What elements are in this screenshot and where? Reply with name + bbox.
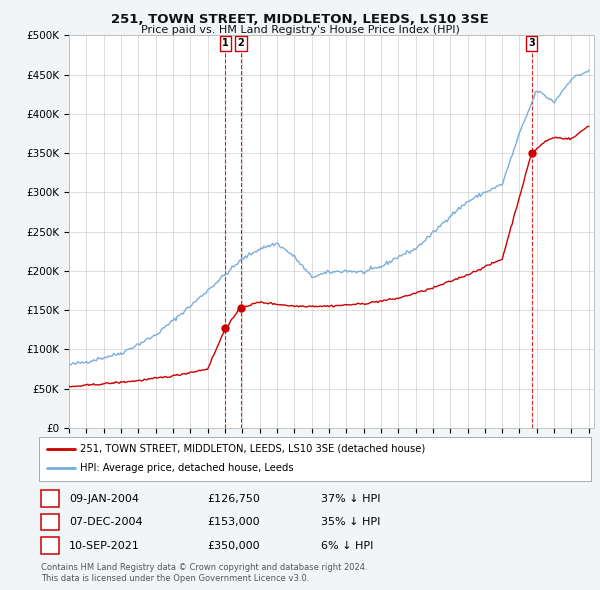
Text: HPI: Average price, detached house, Leeds: HPI: Average price, detached house, Leed…: [80, 464, 294, 473]
Text: Contains HM Land Registry data © Crown copyright and database right 2024.: Contains HM Land Registry data © Crown c…: [41, 563, 367, 572]
Text: 2: 2: [238, 38, 244, 48]
Text: 10-SEP-2021: 10-SEP-2021: [69, 541, 140, 550]
Text: 35% ↓ HPI: 35% ↓ HPI: [321, 517, 380, 527]
Text: 09-JAN-2004: 09-JAN-2004: [69, 494, 139, 503]
Text: 251, TOWN STREET, MIDDLETON, LEEDS, LS10 3SE: 251, TOWN STREET, MIDDLETON, LEEDS, LS10…: [111, 13, 489, 26]
Text: This data is licensed under the Open Government Licence v3.0.: This data is licensed under the Open Gov…: [41, 574, 309, 583]
Text: 37% ↓ HPI: 37% ↓ HPI: [321, 494, 380, 503]
Text: 3: 3: [528, 38, 535, 48]
Text: 1: 1: [222, 38, 229, 48]
Text: 2: 2: [46, 517, 53, 527]
Text: 07-DEC-2004: 07-DEC-2004: [69, 517, 143, 527]
Text: 251, TOWN STREET, MIDDLETON, LEEDS, LS10 3SE (detached house): 251, TOWN STREET, MIDDLETON, LEEDS, LS10…: [80, 444, 425, 454]
Text: £153,000: £153,000: [207, 517, 260, 527]
Text: 6% ↓ HPI: 6% ↓ HPI: [321, 541, 373, 550]
Text: Price paid vs. HM Land Registry's House Price Index (HPI): Price paid vs. HM Land Registry's House …: [140, 25, 460, 35]
Text: 1: 1: [46, 494, 53, 503]
Text: 3: 3: [46, 541, 53, 550]
Text: £126,750: £126,750: [207, 494, 260, 503]
Text: £350,000: £350,000: [207, 541, 260, 550]
